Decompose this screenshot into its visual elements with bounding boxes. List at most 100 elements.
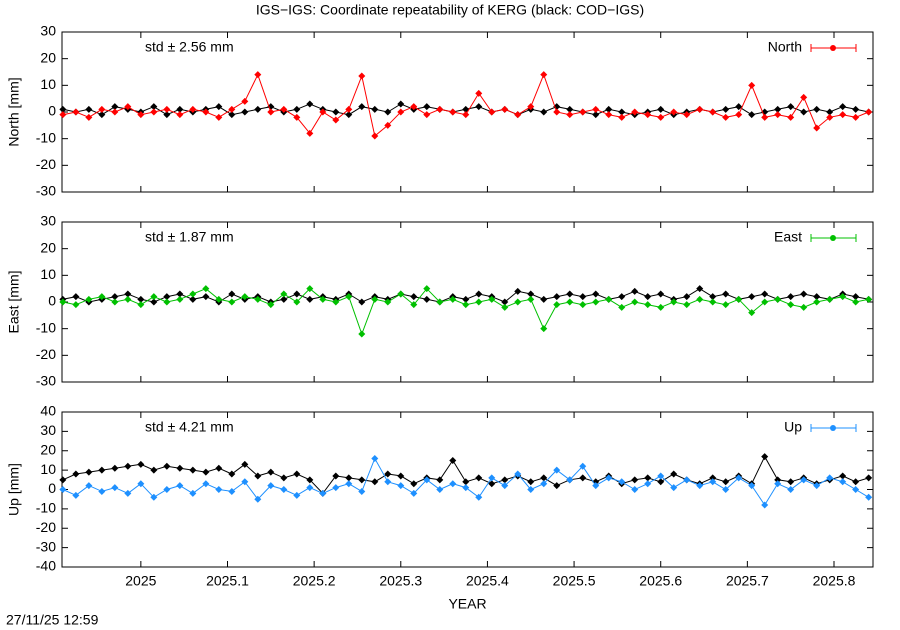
data-point [228, 105, 236, 113]
data-point [176, 290, 184, 298]
data-point [579, 474, 587, 482]
data-point [98, 487, 106, 495]
data-point [761, 501, 769, 509]
data-point [137, 301, 145, 309]
data-point [215, 464, 223, 472]
data-point [59, 111, 67, 119]
data-point [670, 298, 678, 306]
data-point [761, 113, 769, 121]
data-point [852, 298, 860, 306]
data-point [98, 466, 106, 474]
data-point [332, 484, 340, 492]
data-point [787, 301, 795, 309]
data-point [163, 111, 171, 119]
data-point [579, 301, 587, 309]
data-point [150, 493, 158, 501]
legend-label: East [774, 229, 802, 245]
data-point [761, 298, 769, 306]
data-point [800, 93, 808, 101]
data-point [176, 105, 184, 113]
data-point [852, 486, 860, 493]
data-point [436, 476, 444, 484]
data-point [98, 105, 106, 113]
data-point [800, 476, 808, 484]
data-point [553, 482, 561, 490]
data-point [865, 474, 873, 482]
y-tick-label: 0 [48, 103, 56, 119]
data-point [722, 301, 730, 309]
data-point [618, 113, 626, 121]
y-tick-label: 0 [48, 293, 56, 309]
data-point [267, 108, 275, 116]
data-point [150, 293, 158, 301]
data-point [592, 105, 600, 113]
data-point [176, 295, 184, 303]
data-point [826, 108, 834, 116]
data-point [59, 298, 67, 306]
data-point [397, 108, 405, 116]
data-point [800, 290, 808, 298]
data-point [553, 301, 561, 309]
data-point [384, 298, 392, 306]
data-point [488, 474, 496, 482]
data-point [566, 290, 574, 298]
x-tick-label: 2025.2 [293, 573, 336, 589]
data-point [410, 301, 418, 309]
legend-marker [830, 45, 836, 51]
data-point [748, 81, 756, 89]
data-point [722, 290, 730, 298]
data-point [423, 103, 431, 111]
data-point [436, 298, 444, 306]
legend-marker [830, 425, 836, 431]
data-point [371, 455, 379, 462]
data-point [72, 301, 80, 309]
data-point [436, 486, 444, 493]
data-point [124, 295, 132, 303]
data-point [397, 482, 405, 490]
legend-label: North [768, 39, 802, 55]
data-point [358, 298, 366, 306]
data-point [410, 103, 418, 111]
x-tick-label: 2025.7 [726, 573, 769, 589]
data-point [410, 480, 418, 488]
data-point [527, 295, 535, 303]
data-point [813, 482, 821, 490]
data-point [592, 482, 600, 490]
data-point [371, 132, 379, 140]
data-point [293, 491, 301, 499]
data-point [215, 486, 223, 493]
data-point [163, 462, 171, 470]
data-point [527, 486, 535, 493]
data-point [709, 474, 717, 482]
data-point [293, 470, 301, 478]
data-point [540, 474, 548, 482]
data-point [696, 295, 704, 303]
data-point [137, 295, 145, 303]
data-point [384, 478, 392, 486]
data-point [748, 293, 756, 301]
data-point [735, 103, 743, 111]
data-point [306, 129, 314, 137]
data-point [371, 295, 379, 303]
data-point [657, 113, 665, 121]
data-point [618, 293, 626, 301]
data-point [72, 293, 80, 301]
timestamp: 27/11/25 12:59 [6, 612, 99, 628]
data-point [267, 482, 275, 490]
data-point [332, 472, 340, 480]
data-point [85, 468, 93, 476]
data-point [345, 474, 353, 482]
y-tick-label: -10 [36, 319, 56, 335]
data-point [852, 293, 860, 301]
data-point [189, 105, 197, 113]
data-point [644, 111, 652, 119]
data-point [748, 482, 756, 490]
data-point [631, 287, 639, 295]
data-point [644, 480, 652, 488]
data-point [85, 113, 93, 121]
data-point [202, 480, 210, 488]
data-point [163, 486, 171, 493]
data-point [475, 298, 483, 306]
data-point [98, 293, 106, 301]
y-tick-label: -20 [36, 346, 56, 362]
